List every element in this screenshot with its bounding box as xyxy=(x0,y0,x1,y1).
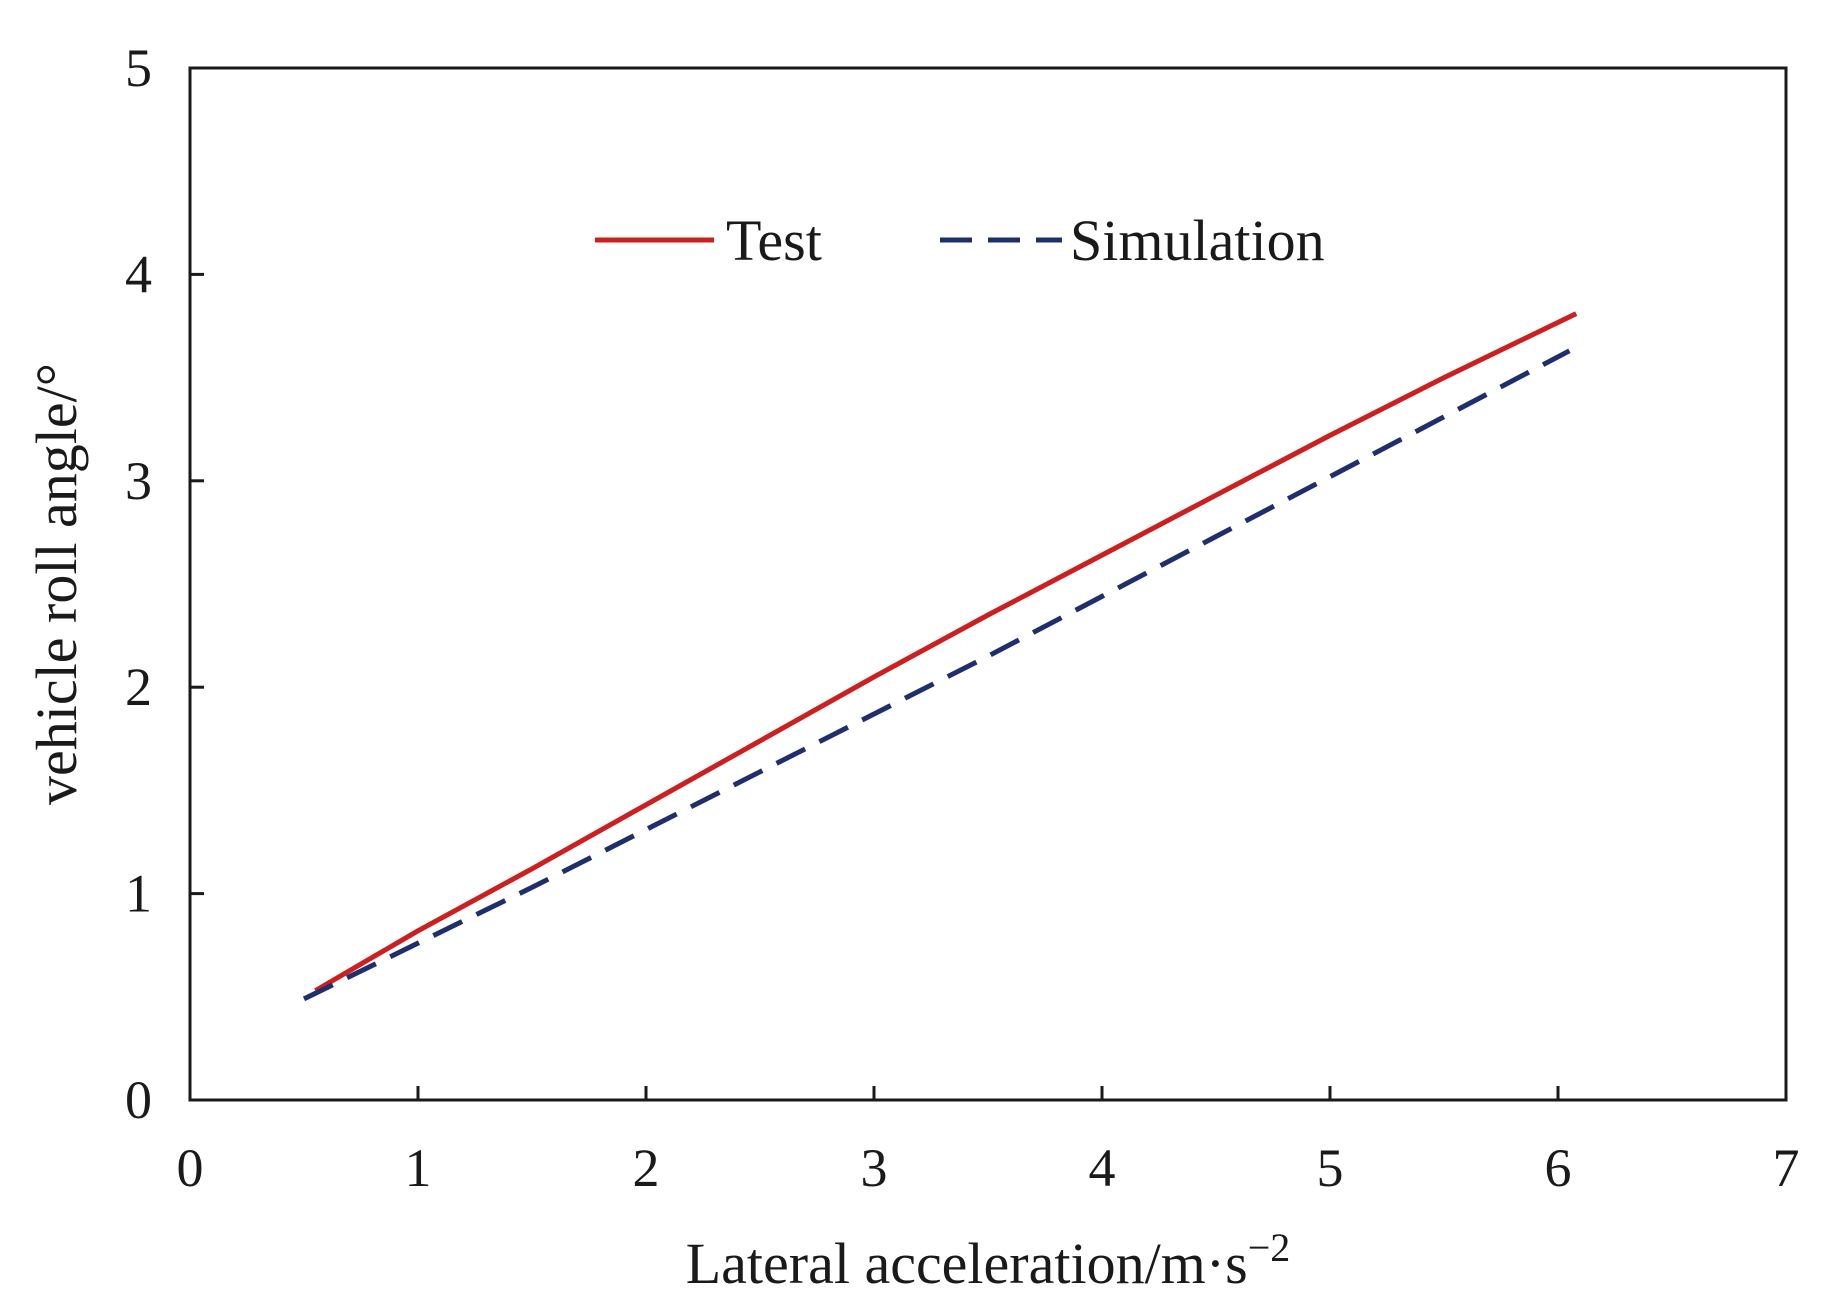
y-tick-label: 5 xyxy=(125,38,152,98)
y-tick-label: 3 xyxy=(125,451,152,511)
series-line-simulation xyxy=(302,348,1571,1002)
x-axis-title-main: Lateral acceleration/m·s xyxy=(686,1231,1248,1296)
y-tick-label: 4 xyxy=(125,244,152,304)
x-tick-label: 2 xyxy=(633,1138,660,1198)
x-tick-label: 1 xyxy=(405,1138,432,1198)
legend-label-simulation: Simulation xyxy=(1070,208,1325,273)
y-tick-label: 1 xyxy=(125,864,152,924)
y-axis-ticks: 0 1 2 3 4 5 xyxy=(125,38,204,1130)
plot-area xyxy=(188,66,1788,1102)
x-axis-title-exponent: −2 xyxy=(1248,1225,1291,1270)
y-axis-title: vehicle roll angle/° xyxy=(24,363,89,805)
y-tick-label: 0 xyxy=(125,1070,152,1130)
x-tick-label: 3 xyxy=(861,1138,888,1198)
x-tick-label: 4 xyxy=(1089,1138,1116,1198)
legend-label-test: Test xyxy=(726,208,822,273)
legend: Test Simulation xyxy=(595,208,1325,273)
x-tick-label: 0 xyxy=(177,1138,204,1198)
x-tick-label: 7 xyxy=(1773,1138,1800,1198)
x-tick-label: 6 xyxy=(1545,1138,1572,1198)
x-tick-label: 5 xyxy=(1317,1138,1344,1198)
series-layer xyxy=(302,311,1578,1002)
y-tick-label: 2 xyxy=(125,657,152,717)
x-axis-ticks: 0 1 2 3 4 5 6 7 xyxy=(177,1086,1800,1198)
series-line-test xyxy=(314,311,1578,993)
x-axis-title: Lateral acceleration/m·s−2 xyxy=(686,1225,1291,1296)
